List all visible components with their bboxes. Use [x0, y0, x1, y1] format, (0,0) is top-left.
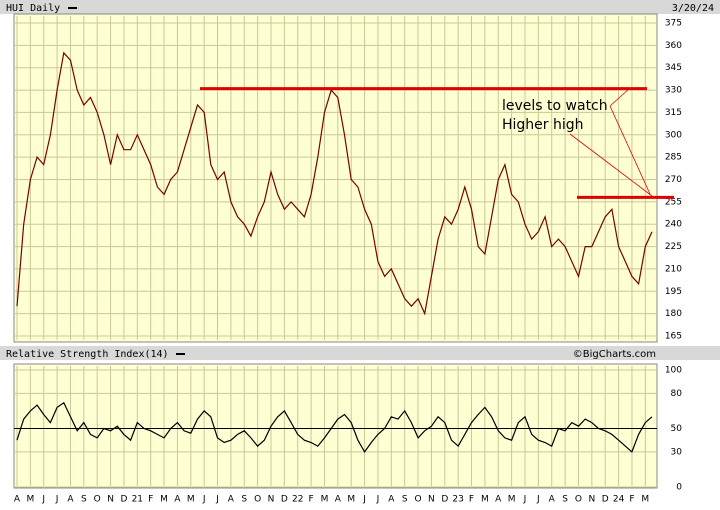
x-tick-label: M — [347, 495, 355, 505]
x-tick-label: N — [428, 495, 435, 505]
x-tick-label: A — [174, 495, 181, 505]
x-tick-label: S — [241, 495, 247, 505]
chart-title: HUI Daily — [6, 3, 60, 14]
y-tick-label: 270 — [665, 175, 682, 185]
x-tick-label: S — [402, 495, 408, 505]
x-tick-label: S — [81, 495, 87, 505]
y-tick-label: 30 — [671, 447, 683, 457]
x-tick-label: M — [26, 495, 34, 505]
x-tick-label: F — [148, 495, 153, 505]
y-tick-label: 255 — [665, 197, 682, 207]
x-tick-label: M — [641, 495, 649, 505]
x-tick-label: N — [588, 495, 595, 505]
date-label: 3/20/24 — [672, 3, 714, 14]
y-tick-label: 100 — [665, 366, 682, 376]
x-tick-label: F — [629, 495, 634, 505]
x-tick-label: J — [55, 495, 59, 505]
y-tick-label: 330 — [665, 86, 682, 96]
y-tick-label: 345 — [665, 63, 682, 73]
x-tick-label: M — [321, 495, 329, 505]
y-tick-label: 315 — [665, 108, 682, 118]
x-tick-label: M — [160, 495, 168, 505]
x-tick-label: J — [523, 495, 527, 505]
annotation: Higher high — [502, 117, 584, 133]
x-tick-label: 22 — [292, 495, 303, 505]
y-tick-label: 300 — [665, 130, 682, 140]
y-tick-label: 285 — [665, 153, 682, 163]
x-tick-label: M — [187, 495, 195, 505]
y-tick-label: 225 — [665, 242, 682, 252]
x-tick-label: O — [94, 495, 101, 505]
x-tick-label: J — [202, 495, 206, 505]
legend-swatch — [68, 7, 77, 9]
x-tick-label: O — [575, 495, 582, 505]
y-tick-label: 165 — [665, 332, 682, 342]
x-tick-label: J — [215, 495, 219, 505]
x-tick-label: J — [536, 495, 540, 505]
y-tick-label: 240 — [665, 220, 682, 230]
x-tick-label: J — [41, 495, 45, 505]
x-tick-label: A — [228, 495, 235, 505]
x-tick-label: 24 — [613, 495, 625, 505]
x-tick-label: J — [362, 495, 366, 505]
rsi-panel — [13, 363, 658, 489]
y-tick-label: 80 — [671, 389, 683, 399]
y-tick-label: 375 — [665, 19, 682, 29]
y-tick-label: 360 — [665, 41, 682, 51]
header-bar — [0, 0, 720, 14]
legend-swatch — [176, 353, 185, 355]
x-tick-label: D — [441, 495, 448, 505]
source-label: ©BigCharts.com — [573, 349, 656, 360]
x-tick-label: S — [562, 495, 568, 505]
annotation: levels to watch — [502, 98, 608, 114]
x-tick-label: A — [335, 495, 342, 505]
x-tick-label: M — [481, 495, 489, 505]
x-tick-label: F — [469, 495, 474, 505]
y-tick-label: 210 — [665, 264, 682, 274]
x-tick-label: 21 — [132, 495, 143, 505]
x-tick-label: 23 — [452, 495, 463, 505]
x-tick-label: M — [508, 495, 516, 505]
y-tick-label: 195 — [665, 287, 682, 297]
x-tick-label: J — [376, 495, 380, 505]
series-line — [16, 401, 653, 454]
y-tick-label: 180 — [665, 309, 682, 319]
rsi-header-bar — [0, 346, 720, 360]
pointer-line — [569, 87, 653, 197]
x-tick-label: A — [388, 495, 395, 505]
rsi-title: Relative Strength Index(14) — [6, 349, 169, 360]
x-tick-label: D — [281, 495, 288, 505]
x-tick-label: A — [549, 495, 556, 505]
x-tick-label: N — [268, 495, 275, 505]
x-tick-label: O — [254, 495, 261, 505]
y-tick-label: 0 — [676, 483, 682, 493]
x-tick-label: F — [309, 495, 314, 505]
x-tick-label: N — [107, 495, 114, 505]
x-tick-label: A — [14, 495, 21, 505]
x-tick-label: O — [415, 495, 422, 505]
series-line — [16, 51, 653, 316]
x-tick-label: A — [495, 495, 502, 505]
y-tick-label: 50 — [671, 424, 683, 434]
price-panel — [13, 13, 658, 343]
x-tick-label: D — [602, 495, 609, 505]
x-tick-label: A — [67, 495, 74, 505]
x-tick-label: D — [120, 495, 127, 505]
